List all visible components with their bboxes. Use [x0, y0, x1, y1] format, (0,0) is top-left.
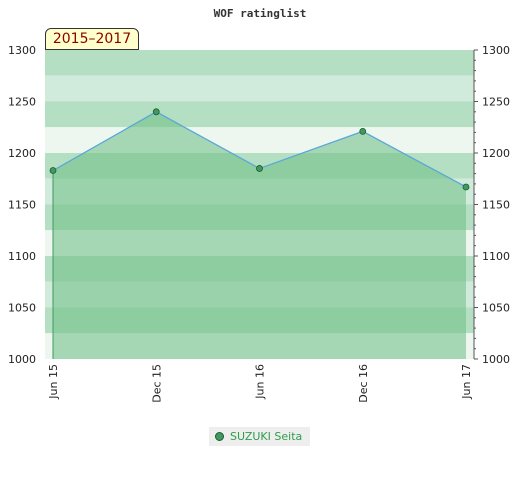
x-tick-label: Dec 16 [357, 364, 370, 403]
background-band [45, 50, 474, 76]
y-tick-label-right: 1050 [482, 302, 510, 315]
y-tick-label-right: 1000 [482, 353, 510, 366]
y-tick-label-right: 1150 [482, 199, 510, 212]
y-tick-label-right: 1250 [482, 96, 510, 109]
period-label-box: 2015–2017 [45, 28, 139, 50]
background-band [45, 75, 474, 102]
x-tick-label: Jun 17 [460, 364, 473, 400]
y-tick-label-left: 1000 [8, 353, 36, 366]
y-axis-right: 1000 1050 1100 1150 1200 1250 1300 [473, 44, 510, 366]
data-point [49, 167, 57, 174]
y-tick-label-right: 1300 [482, 44, 510, 57]
period-label: 2015–2017 [52, 31, 132, 47]
data-point [152, 108, 160, 116]
x-tick-label: Jun 16 [254, 364, 267, 400]
x-tick-label: Dec 15 [150, 364, 163, 403]
legend[interactable]: SUZUKI Seita [209, 427, 311, 446]
y-tick-label-left: 1100 [8, 250, 36, 263]
data-point [462, 183, 470, 191]
series-area [53, 111, 466, 359]
chart-title: WOF ratinglist [214, 7, 307, 20]
y-tick-label-right: 1200 [482, 147, 510, 160]
y-tick-label-left: 1250 [8, 96, 36, 109]
y-tick-label-left: 1200 [8, 147, 36, 160]
data-point [256, 165, 263, 172]
data-point [359, 127, 367, 135]
legend-label: SUZUKI Seita [230, 430, 303, 443]
y-tick-label-left: 1150 [8, 199, 36, 212]
data-points [49, 108, 470, 191]
y-tick-label-left: 1300 [8, 44, 36, 57]
legend-marker-icon [215, 432, 224, 441]
y-tick-label-right: 1100 [482, 250, 510, 263]
background-band [45, 101, 474, 128]
y-tick-label-left: 1050 [8, 302, 36, 315]
y-axis-left: 1000 1050 1100 1150 1200 1250 1300 [8, 44, 36, 366]
x-axis: Jun 15 Dec 15 Jun 16 Dec 16 Jun 17 [47, 364, 473, 403]
x-tick-label: Jun 15 [47, 364, 60, 400]
